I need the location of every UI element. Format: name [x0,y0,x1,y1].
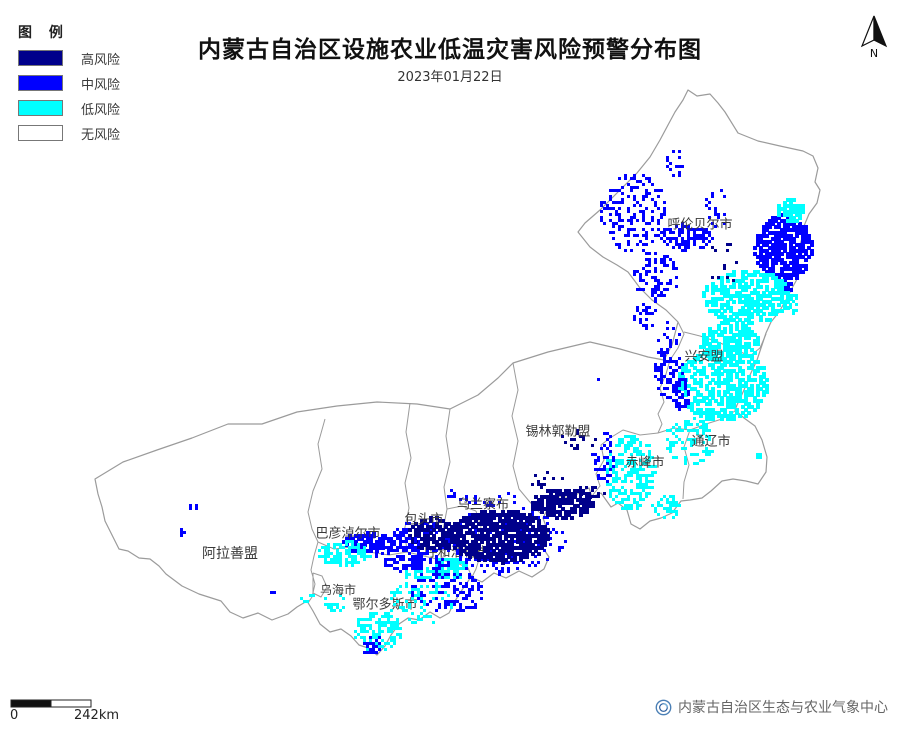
risk-cluster-m [180,528,186,537]
risk-cluster-h [447,510,550,565]
risk-cluster-l [699,321,760,364]
north-arrow-left [860,15,875,48]
risk-cluster-l [390,582,453,624]
risk-cluster-l [678,345,769,421]
risk-cluster-h [531,471,564,492]
league-boundary [446,505,477,512]
risk-cluster-m [411,570,483,612]
scale-distance: 242km [74,708,120,723]
risk-cluster-h [561,429,597,450]
risk-cluster-h [711,243,738,282]
risk-cluster-m [600,174,666,252]
risk-cluster-m [447,489,456,498]
region-label: 包头市 [404,512,443,528]
region-label: 赤峰市 [625,455,664,471]
risk-cluster-l [777,198,805,223]
risk-cluster-m [270,591,276,594]
league-boundary [307,418,326,543]
risk-cluster-m [633,303,657,330]
risk-cluster-m [633,252,678,303]
league-boundary [443,408,451,510]
risk-cluster-m [384,555,450,573]
region-label: 阿拉善盟 [202,546,258,562]
league-boundary [312,572,328,598]
risk-cluster-l [651,495,681,519]
risk-cluster-m [597,378,600,381]
north-label: N [870,47,878,60]
risk-cluster-m [459,492,516,507]
risk-cluster-m [666,150,684,177]
attribution: 内蒙古自治区生态与农业气象中心 [655,697,888,717]
legend-swatch [18,125,63,141]
risk-cluster-m [189,504,198,510]
region-label: 锡林郭勒盟 [525,424,590,440]
risk-cluster-l [324,594,345,612]
region-label: 乌兰察布 [457,497,509,513]
region-label: 呼伦贝尔市 [667,217,732,233]
region-label: 通辽市 [691,434,730,450]
region-outline [94,89,821,656]
page-title: 内蒙古自治区设施农业低温灾害风险预警分布图 [198,37,702,63]
risk-dots-layer [180,150,814,654]
region-label: 兴安盟 [684,350,723,365]
legend: 图 例 高风险中风险低风险无风险 [18,22,120,150]
legend-label: 低风险 [81,102,121,118]
region-label: 巴彦淖尔市 [315,526,380,542]
legend-label: 无风险 [81,127,121,143]
scale-zero: 0 [10,708,19,723]
risk-cluster-h [408,516,460,550]
risk-cluster-h [531,489,595,520]
league-boundary [511,362,541,514]
risk-cluster-l [666,417,714,465]
risk-cluster-m [705,189,726,228]
risk-cluster-l [789,294,798,315]
risk-cluster-l [354,612,402,651]
map-date: 2023年01月22日 [397,70,503,85]
scale-bar-fill [10,699,52,708]
attribution-text: 内蒙古自治区生态与农业气象中心 [678,700,888,716]
risk-cluster-m [363,636,381,654]
north-arrow-right [873,15,888,48]
legend-item: 低风险 [18,100,121,118]
risk-cluster-l [756,453,762,459]
league-boundary [591,429,659,497]
risk-cluster-m [591,432,615,483]
league-boundary [682,429,691,500]
legend-items: 高风险中风险低风险无风险 [18,50,121,143]
risk-cluster-m [663,222,714,252]
risk-cluster-l [702,270,793,325]
scale-bar: 0 242km [10,699,150,727]
region-label: 乌海市 [320,582,356,597]
legend-item: 中风险 [18,75,121,93]
risk-cluster-h [579,486,606,504]
legend-swatch [18,50,63,66]
legend-item: 高风险 [18,50,121,68]
legend-label: 高风险 [81,52,121,68]
risk-cluster-m [672,378,690,411]
legend-title: 图 例 [18,25,69,41]
risk-cluster-l [318,540,372,567]
legend-swatch [18,75,63,91]
province-boundary [94,89,821,656]
risk-cluster-l [606,435,657,510]
risk-cluster-l [300,594,315,603]
agency-logo-icon [655,699,672,715]
legend-item: 无风险 [18,125,121,143]
legend-swatch [18,100,63,116]
legend-label: 中风险 [81,77,121,93]
north-arrow: N [860,15,888,60]
